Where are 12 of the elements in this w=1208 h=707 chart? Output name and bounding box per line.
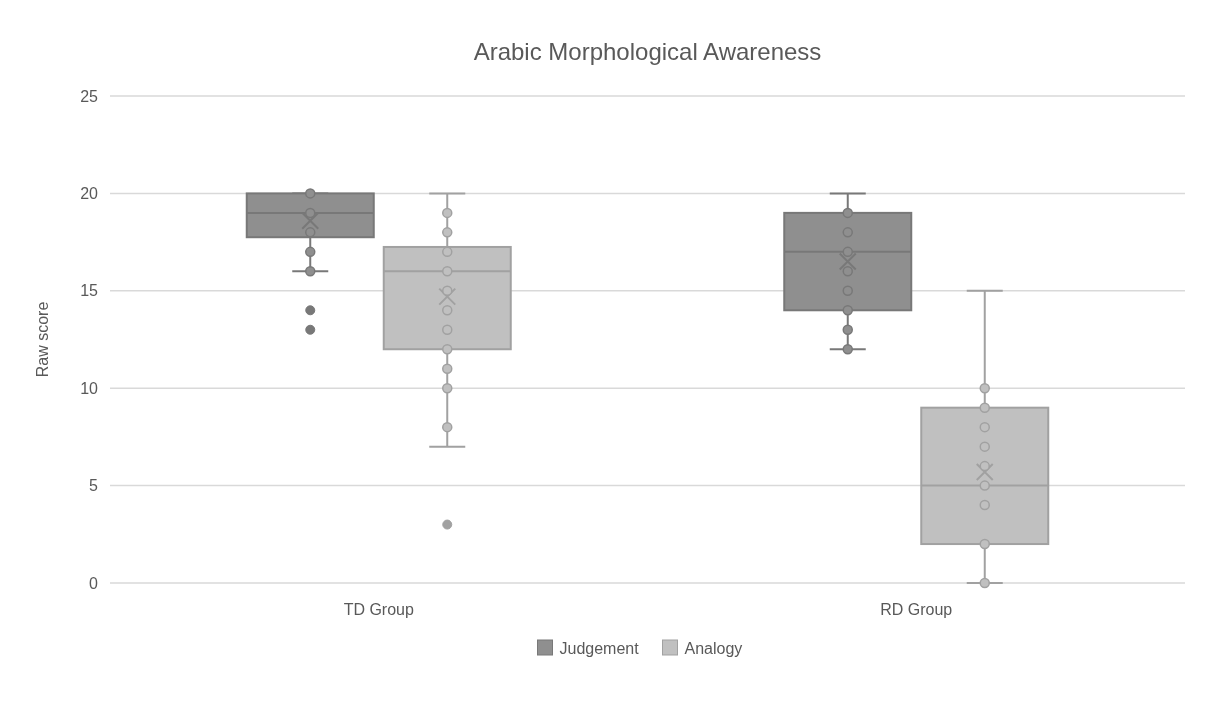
y-tick-label: 5 xyxy=(89,477,99,495)
legend-label: Analogy xyxy=(684,639,743,657)
y-tick-label: 0 xyxy=(89,574,99,592)
y-tick-label: 10 xyxy=(80,379,99,397)
y-tick-label: 20 xyxy=(80,185,99,202)
y-tick-label: 25 xyxy=(80,87,99,105)
legend-label: Judgement xyxy=(559,639,640,657)
chart-title: Arabic Morphological Awareness xyxy=(473,38,822,65)
y-tick-label: 15 xyxy=(80,282,99,300)
y-axis-title: Raw score xyxy=(34,301,51,378)
x-tick-label: RD Group xyxy=(880,601,953,618)
x-tick-label: TD Group xyxy=(343,601,414,618)
